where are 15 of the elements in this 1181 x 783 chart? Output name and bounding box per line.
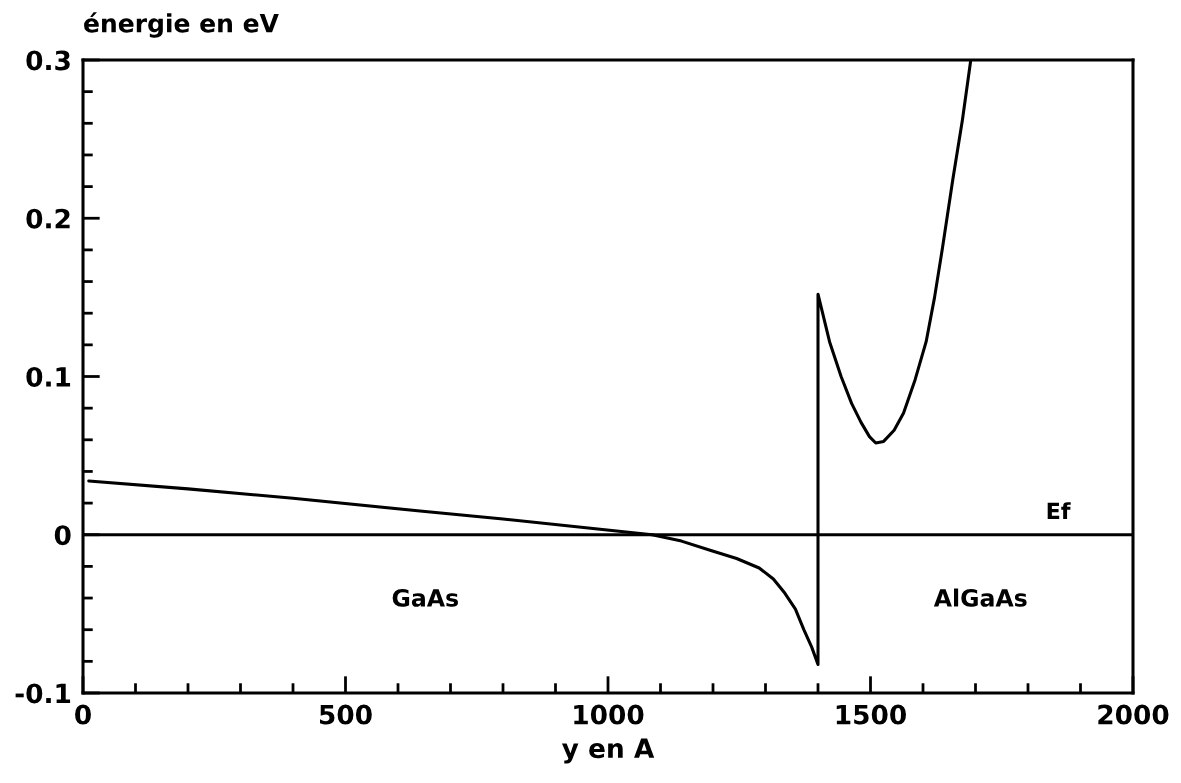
y-tick-label: 0.1: [26, 366, 71, 387]
y-tick-label: 0: [54, 525, 71, 546]
annotation: GaAs: [392, 588, 458, 607]
ref-line-label: Ef: [1047, 502, 1071, 520]
x-tick-label: 1500: [836, 704, 906, 725]
y-tick-label: -0.1: [15, 683, 71, 704]
x-tick-label: 2000: [1098, 704, 1169, 725]
x-axis-title: y en A: [561, 738, 655, 764]
x-tick-label: 1000: [574, 704, 644, 725]
y-tick-label: 0.3: [26, 50, 70, 71]
annotation: AlGaAs: [933, 588, 1027, 607]
y-axis-title: énergie en eV: [84, 12, 279, 38]
y-tick-label: 0.2: [26, 208, 70, 229]
x-tick-label: 0: [75, 704, 91, 725]
x-tick-label: 500: [320, 704, 372, 725]
